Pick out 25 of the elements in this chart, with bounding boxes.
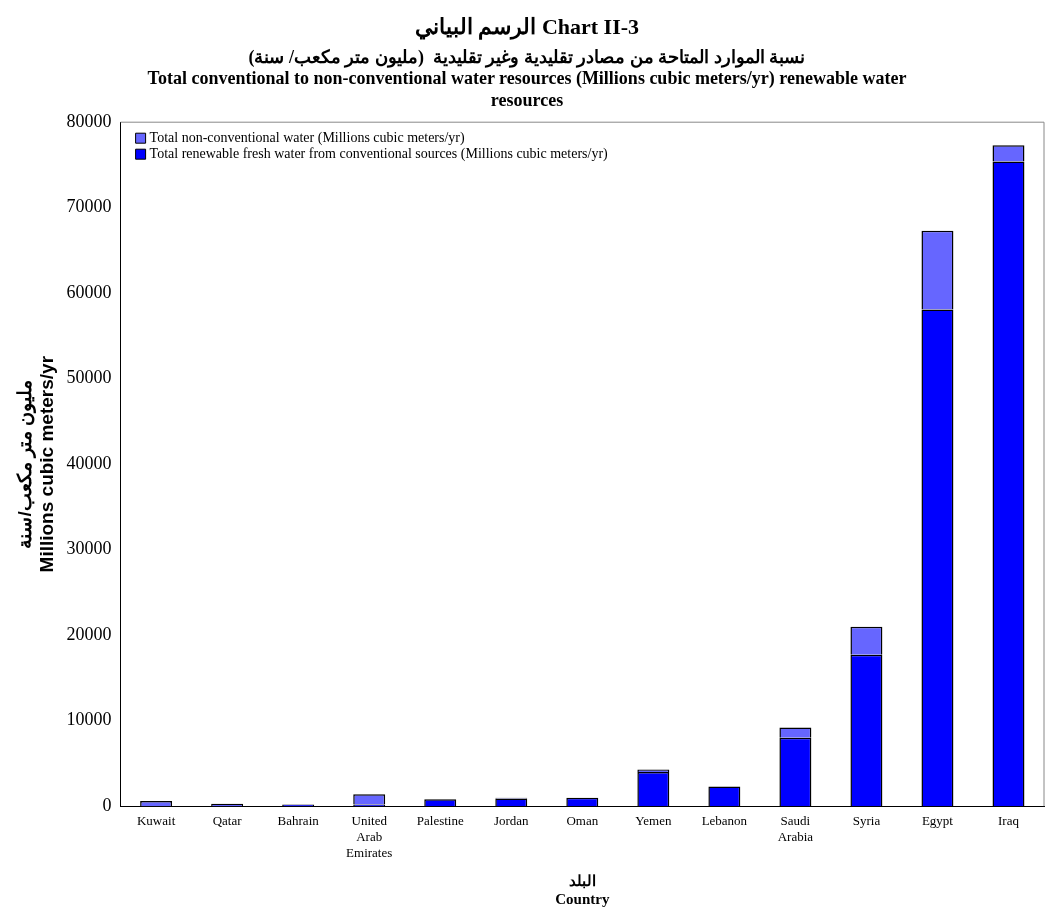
x-tick-label: Yemen xyxy=(635,813,672,829)
y-tick-label: 70000 xyxy=(66,196,112,217)
x-tick-label: Palestine xyxy=(416,813,464,829)
legend-label: Total renewable fresh water from conventional sources (Millions cubic meters/yr) xyxy=(149,145,609,162)
chart-title: الرسم البياني Chart II-3 xyxy=(414,13,640,40)
x-tick-label: Lebanon xyxy=(701,813,748,829)
legend-label: Total non-conventional water (Millions cubic meters/yr) xyxy=(149,129,466,146)
x-tick-label: Oman xyxy=(566,813,599,829)
x-tick-label: Kuwait xyxy=(136,813,176,829)
y-tick-label: 10000 xyxy=(66,709,112,730)
x-tick-label: Qatar xyxy=(212,813,243,829)
x-tick-label: Iraq xyxy=(998,813,1020,829)
y-tick-label: 20000 xyxy=(66,623,112,644)
x-tick-label: Jordan xyxy=(493,813,530,829)
y-tick-label: 80000 xyxy=(66,110,112,131)
x-tick-label: Saudi Arabia xyxy=(777,813,814,845)
y-tick-label: 50000 xyxy=(66,367,112,388)
x-tick-label: United Arab Emirates xyxy=(346,813,393,860)
x-tick-label: Egypt xyxy=(921,813,954,829)
y-tick-label: 60000 xyxy=(66,281,112,302)
x-tick-label: Syria xyxy=(852,813,881,829)
y-tick-label: 40000 xyxy=(66,452,112,473)
x-tick-label: Bahrain xyxy=(277,813,320,829)
y-tick-label: 0 xyxy=(102,794,112,815)
y-tick-label: 30000 xyxy=(66,538,112,559)
